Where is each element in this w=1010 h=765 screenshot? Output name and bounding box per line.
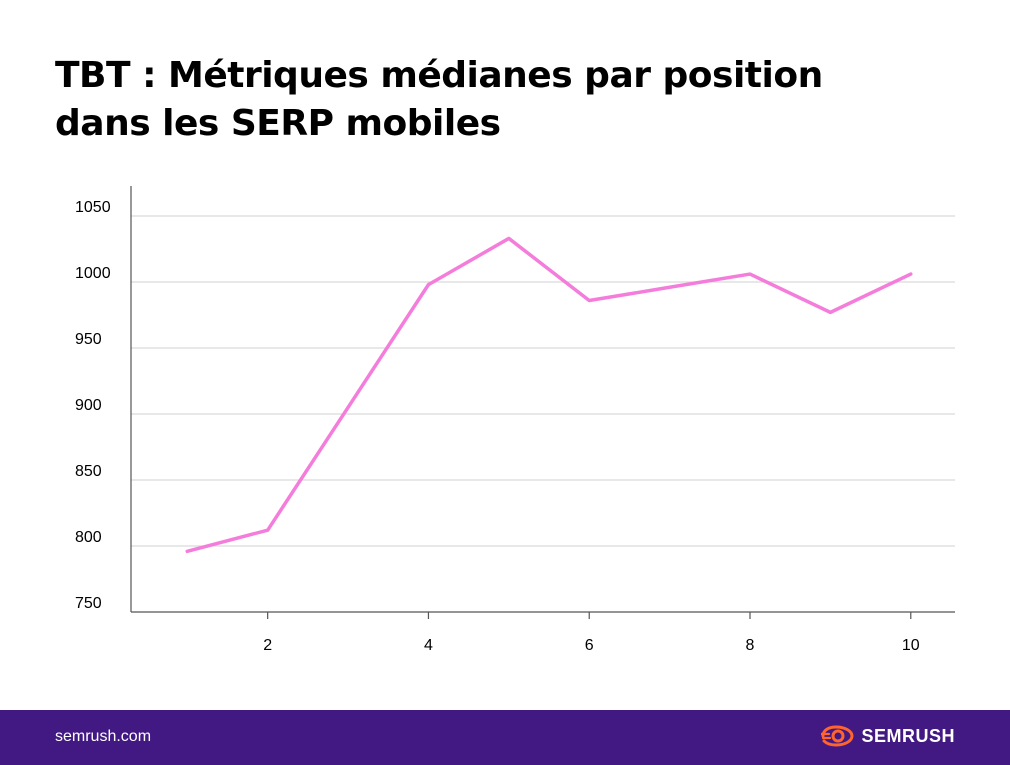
series-line (185, 236, 913, 554)
x-tick-label: 10 (902, 637, 920, 654)
x-tick-label: 4 (424, 637, 433, 654)
brand-name: SEMRUSH (861, 725, 955, 746)
x-tick-label: 6 (585, 637, 594, 654)
y-tick-label: 900 (75, 397, 102, 414)
y-tick-label: 750 (75, 595, 102, 612)
data-point (828, 310, 832, 314)
data-point (587, 298, 591, 302)
y-tick-label: 850 (75, 463, 102, 480)
chart-title-line-1: TBT : Métriques médianes par position (55, 55, 823, 96)
y-tick-label: 950 (75, 331, 102, 348)
footer: semrush.com SEMRUSH (0, 710, 1010, 765)
x-tick-label: 8 (746, 637, 755, 654)
data-point (426, 283, 430, 287)
y-tick-label: 1050 (75, 199, 111, 216)
line-chart: 750 800 850 900 950 1000 1050 2 4 6 8 10 (75, 186, 955, 654)
data-point (266, 528, 270, 532)
data-point (346, 405, 350, 409)
brand-logo: SEMRUSH (821, 725, 955, 747)
y-tick-label: 1000 (75, 265, 111, 282)
chart-title-line-2: dans les SERP mobiles (55, 103, 501, 144)
data-point (909, 272, 913, 276)
x-tick-label: 2 (263, 637, 272, 654)
data-point (668, 285, 672, 289)
data-point (185, 549, 189, 553)
y-tick-label: 800 (75, 529, 102, 546)
chart-title: TBT : Métriques médianes par position da… (55, 52, 955, 148)
data-point (748, 272, 752, 276)
semrush-flame-icon (821, 725, 854, 747)
data-point (507, 236, 511, 240)
footer-domain[interactable]: semrush.com (55, 728, 152, 745)
